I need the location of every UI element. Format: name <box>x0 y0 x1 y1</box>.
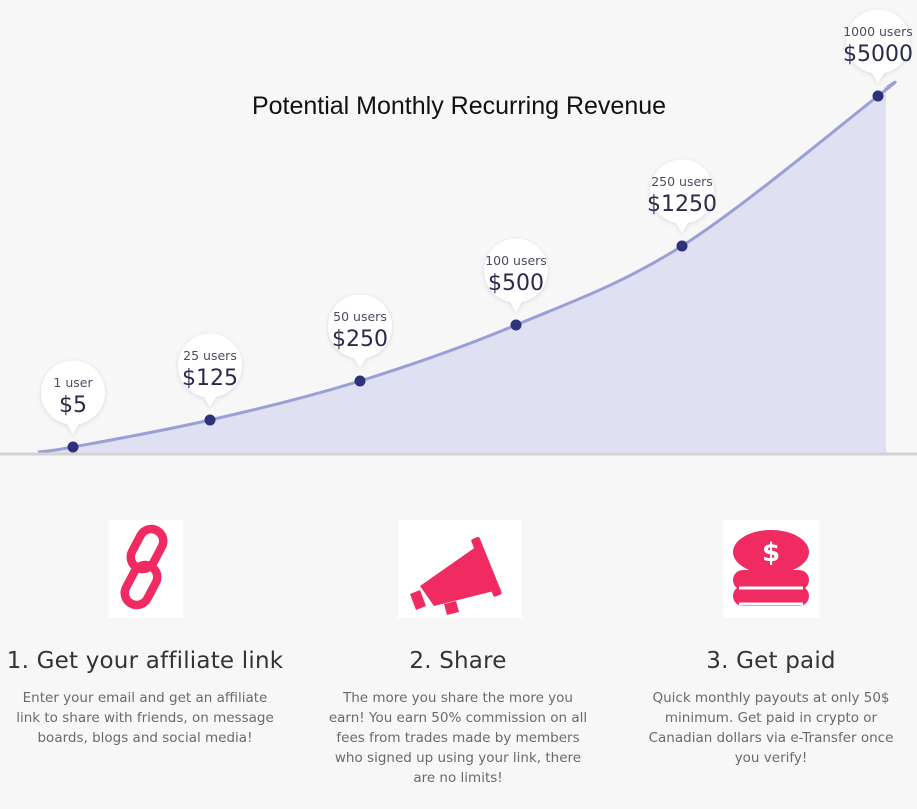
data-point <box>204 414 216 426</box>
data-label-bubble: 1000 users $5000 <box>843 9 913 84</box>
users-label: 50 users <box>333 309 387 324</box>
data-label-bubble: 50 users $250 <box>328 294 392 368</box>
data-point <box>354 375 366 387</box>
data-label-bubble: 1 user $5 <box>41 360 105 434</box>
megaphone-icon <box>398 520 522 618</box>
revenue-label: $125 <box>182 366 238 391</box>
users-label: 1 user <box>53 375 93 390</box>
data-point <box>510 319 522 331</box>
data-point <box>67 441 79 453</box>
users-label: 1000 users <box>843 24 913 39</box>
chart-svg: 1 user $5 25 users $125 50 users $250 100 user… <box>0 9 917 456</box>
chart-title: Potential Monthly Recurring Revenue <box>252 92 666 120</box>
step-title: 2. Share <box>409 648 507 674</box>
step-get-paid: $ 3. Get paid Quick monthly payouts at o… <box>626 520 916 768</box>
step-title: 1. Get your affiliate link <box>6 648 284 674</box>
users-label: 100 users <box>485 253 547 268</box>
revenue-label: $5000 <box>843 42 913 67</box>
step-affiliate-link: 1. Get your affiliate link Enter your em… <box>0 520 290 748</box>
data-label-bubble: 25 users $125 <box>178 333 242 407</box>
revenue-area <box>38 82 896 454</box>
data-point <box>872 90 884 102</box>
step-description: Quick monthly payouts at only 50$ minimu… <box>648 690 894 766</box>
revenue-curve <box>37 80 897 454</box>
step-share: 2. Share The more you share the more you… <box>313 520 603 788</box>
coin-stack-icon: $ <box>723 520 819 618</box>
data-label-bubble: 100 users $500 <box>484 238 548 312</box>
revenue-label: $250 <box>332 327 388 352</box>
chain-link-icon <box>109 520 183 618</box>
step-description: The more you share the more you earn! Yo… <box>328 690 588 786</box>
revenue-label: $500 <box>488 271 544 296</box>
revenue-label: $1250 <box>647 192 717 217</box>
steps-section: 1. Get your affiliate link Enter your em… <box>0 520 917 809</box>
revenue-chart: 1 user $5 25 users $125 50 users $250 100 user… <box>0 9 917 456</box>
data-label-bubble: 250 users $1250 <box>647 159 717 233</box>
svg-text:$: $ <box>762 538 780 568</box>
users-label: 25 users <box>183 348 237 363</box>
users-label: 250 users <box>651 174 713 189</box>
step-title: 3. Get paid <box>706 648 836 674</box>
revenue-label: $5 <box>59 393 87 418</box>
step-description: Enter your email and get an affiliate li… <box>16 690 274 746</box>
data-point <box>676 240 688 252</box>
